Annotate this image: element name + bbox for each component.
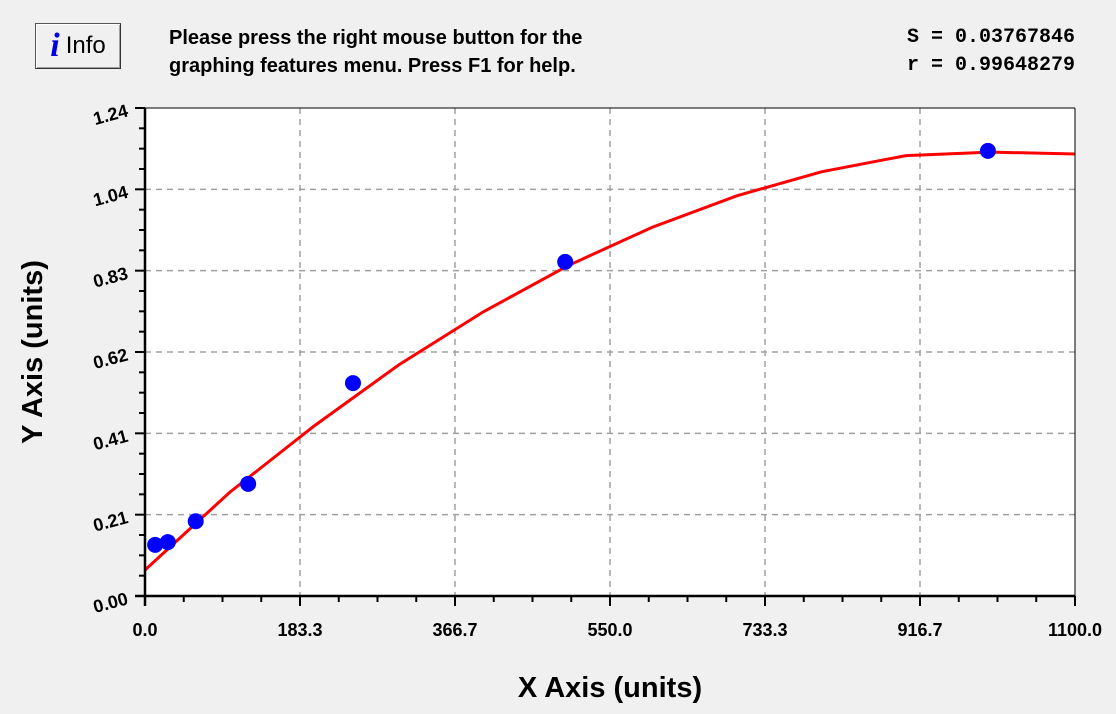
y-tick-label: 0.21: [91, 507, 130, 535]
data-point: [344, 375, 361, 392]
data-point: [979, 142, 996, 159]
fit-curve: [143, 150, 1076, 572]
y-tick-label: 0.41: [91, 426, 130, 454]
help-message-line1: Please press the right mouse button for …: [169, 27, 583, 49]
x-tick-label: 733.3: [742, 620, 787, 640]
fit-statistics: S = 0.03767846 r = 0.99648279: [907, 24, 1075, 80]
info-label: Info: [65, 32, 106, 59]
data-point: [147, 536, 164, 553]
help-message: Please press the right mouse button for …: [169, 24, 582, 80]
x-tick-label: 550.0: [587, 620, 632, 640]
help-message-line2: graphing features menu. Press F1 for hel…: [169, 55, 576, 77]
x-tick-label: 183.3: [277, 620, 322, 640]
y-tick-label: 0.62: [91, 345, 130, 373]
x-tick-label: 0.0: [132, 620, 157, 640]
x-tick-label: 1100.0: [1048, 620, 1102, 640]
x-tick-label: 916.7: [897, 620, 942, 640]
stat-s: S = 0.03767846: [906, 26, 1075, 49]
data-point: [187, 513, 204, 530]
y-tick-label: 1.04: [91, 182, 130, 210]
stat-r: r = 0.99648279: [906, 54, 1075, 77]
y-tick-label: 1.24: [91, 101, 130, 129]
info-icon: i: [50, 27, 60, 64]
y-tick-label: 0.83: [91, 263, 130, 291]
data-point: [557, 253, 574, 270]
info-button[interactable]: i Info: [35, 23, 121, 69]
y-axis-title: Y Axis (units): [17, 260, 49, 444]
y-tick-label: 0.00: [91, 589, 130, 617]
data-point: [240, 475, 257, 492]
x-tick-label: 366.7: [432, 620, 477, 640]
data-point: [159, 534, 176, 551]
x-axis-title: X Axis (units): [518, 672, 702, 704]
